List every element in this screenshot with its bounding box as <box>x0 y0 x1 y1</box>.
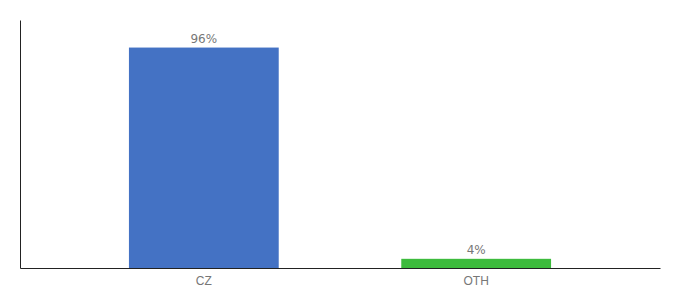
x-tick: OTH <box>463 268 488 288</box>
bar <box>129 48 279 268</box>
plot: CZ OTH 96% 4% <box>21 21 661 288</box>
data-labels: 96% 4% <box>190 32 485 257</box>
y-axis <box>20 21 21 269</box>
x-axis-line <box>21 268 661 269</box>
data-label: 96% <box>190 32 217 46</box>
bars <box>129 48 551 268</box>
x-tick-label: CZ <box>196 274 212 288</box>
x-tick: CZ <box>196 268 212 288</box>
x-axis: CZ OTH <box>21 268 661 288</box>
bar <box>401 259 551 268</box>
x-tick-label: OTH <box>463 274 488 288</box>
data-label: 4% <box>467 243 486 257</box>
chart: CZ OTH 96% 4% <box>0 0 680 300</box>
y-axis-line <box>20 21 21 269</box>
